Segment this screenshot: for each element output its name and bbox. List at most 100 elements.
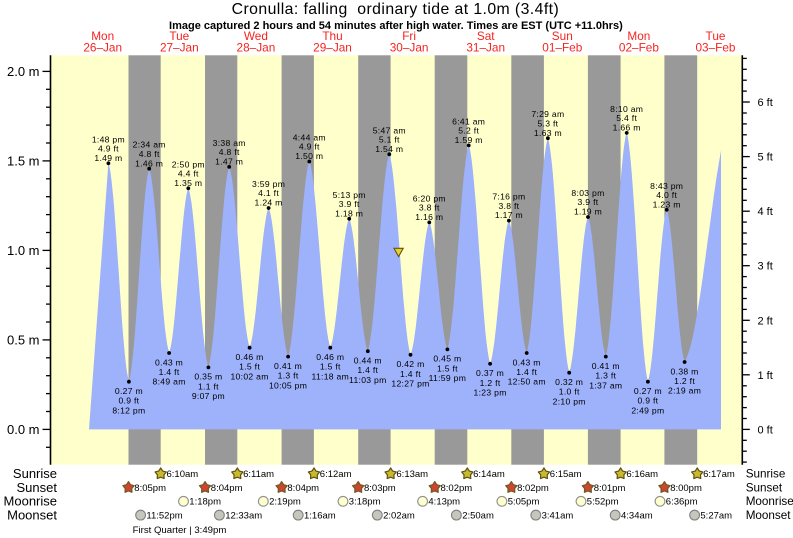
svg-text:6:11am: 6:11am bbox=[243, 469, 274, 480]
svg-text:0.37 m: 0.37 m bbox=[476, 368, 504, 378]
svg-text:1.0 m: 1.0 m bbox=[7, 243, 40, 258]
svg-text:8:01pm: 8:01pm bbox=[594, 483, 626, 494]
svg-text:8:10 am: 8:10 am bbox=[610, 104, 643, 114]
svg-text:12:27 pm: 12:27 pm bbox=[391, 379, 429, 389]
svg-text:6:15am: 6:15am bbox=[550, 469, 582, 480]
svg-text:Wed: Wed bbox=[244, 29, 268, 43]
svg-text:5.3 ft: 5.3 ft bbox=[537, 118, 558, 128]
svg-text:4.0 ft: 4.0 ft bbox=[656, 190, 677, 200]
svg-text:Tue: Tue bbox=[706, 29, 726, 43]
svg-text:5.4 ft: 5.4 ft bbox=[616, 113, 637, 123]
svg-text:28–Jan: 28–Jan bbox=[237, 40, 276, 54]
svg-text:3:18pm: 3:18pm bbox=[349, 497, 381, 508]
svg-text:0.38 m: 0.38 m bbox=[671, 366, 699, 376]
svg-text:6:20 pm: 6:20 pm bbox=[413, 193, 446, 203]
svg-text:1:16am: 1:16am bbox=[304, 511, 336, 522]
svg-text:1.0 ft: 1.0 ft bbox=[559, 387, 580, 397]
svg-text:5 ft: 5 ft bbox=[758, 152, 773, 164]
svg-text:12:33am: 12:33am bbox=[225, 511, 262, 522]
svg-text:02–Feb: 02–Feb bbox=[619, 40, 659, 54]
svg-text:7:16 pm: 7:16 pm bbox=[492, 192, 525, 202]
svg-text:03–Feb: 03–Feb bbox=[695, 40, 735, 54]
svg-text:8:49 am: 8:49 am bbox=[153, 377, 186, 387]
svg-text:1.24 m: 1.24 m bbox=[255, 198, 283, 208]
svg-text:8:03 pm: 8:03 pm bbox=[571, 188, 604, 198]
svg-text:1.50 m: 1.50 m bbox=[295, 151, 323, 161]
svg-text:2:50 pm: 2:50 pm bbox=[172, 159, 205, 169]
svg-text:4.8 ft: 4.8 ft bbox=[219, 147, 240, 157]
svg-text:Fri: Fri bbox=[402, 29, 416, 43]
svg-text:4.9 ft: 4.9 ft bbox=[98, 144, 119, 154]
svg-text:10:05 pm: 10:05 pm bbox=[269, 380, 307, 390]
svg-text:1.16 m: 1.16 m bbox=[415, 212, 443, 222]
svg-text:2:10 pm: 2:10 pm bbox=[553, 396, 586, 406]
svg-text:0.9 ft: 0.9 ft bbox=[118, 396, 139, 406]
svg-text:1:18pm: 1:18pm bbox=[189, 497, 221, 508]
svg-text:6:13am: 6:13am bbox=[396, 469, 428, 480]
svg-text:5:47 am: 5:47 am bbox=[373, 125, 406, 135]
svg-text:6:14am: 6:14am bbox=[473, 469, 505, 480]
svg-text:5.1 ft: 5.1 ft bbox=[379, 135, 400, 145]
svg-text:4:34am: 4:34am bbox=[621, 511, 653, 522]
svg-text:0.5 m: 0.5 m bbox=[7, 333, 40, 348]
svg-text:9:07 pm: 9:07 pm bbox=[192, 391, 225, 401]
svg-text:11:03 pm: 11:03 pm bbox=[349, 375, 387, 385]
svg-text:6 ft: 6 ft bbox=[758, 97, 773, 109]
svg-text:1.4 ft: 1.4 ft bbox=[357, 365, 378, 375]
svg-text:10:02 am: 10:02 am bbox=[230, 371, 268, 381]
svg-text:0.45 m: 0.45 m bbox=[433, 354, 461, 364]
svg-text:11:18 am: 11:18 am bbox=[312, 371, 350, 381]
svg-text:1 ft: 1 ft bbox=[758, 370, 773, 382]
svg-text:1.1 ft: 1.1 ft bbox=[198, 381, 219, 391]
svg-text:8:03pm: 8:03pm bbox=[364, 483, 396, 494]
svg-text:3:41am: 3:41am bbox=[542, 511, 574, 522]
svg-text:1.5 ft: 1.5 ft bbox=[437, 363, 458, 373]
svg-text:Mon: Mon bbox=[91, 29, 114, 43]
svg-text:Sat: Sat bbox=[477, 29, 495, 43]
svg-text:8:04pm: 8:04pm bbox=[211, 483, 243, 494]
svg-text:2:50am: 2:50am bbox=[462, 511, 494, 522]
svg-text:3.9 ft: 3.9 ft bbox=[578, 197, 599, 207]
svg-text:8:05pm: 8:05pm bbox=[134, 483, 166, 494]
svg-text:2:19pm: 2:19pm bbox=[269, 497, 301, 508]
svg-text:6:16am: 6:16am bbox=[626, 469, 658, 480]
svg-text:3.8 ft: 3.8 ft bbox=[419, 203, 440, 213]
svg-text:11:52pm: 11:52pm bbox=[146, 511, 182, 522]
svg-text:3.9 ft: 3.9 ft bbox=[339, 199, 360, 209]
svg-text:Moonrise: Moonrise bbox=[746, 495, 793, 508]
svg-text:8:12 pm: 8:12 pm bbox=[112, 405, 145, 415]
svg-text:8:00pm: 8:00pm bbox=[670, 483, 702, 494]
svg-text:Sunrise: Sunrise bbox=[746, 468, 786, 481]
svg-text:2:34 am: 2:34 am bbox=[133, 140, 166, 150]
svg-text:1.66 m: 1.66 m bbox=[613, 123, 641, 133]
svg-text:Sunset: Sunset bbox=[17, 480, 58, 495]
svg-text:1.4 ft: 1.4 ft bbox=[159, 367, 180, 377]
svg-text:12:50 am: 12:50 am bbox=[508, 377, 546, 387]
svg-text:0.27 m: 0.27 m bbox=[115, 386, 143, 396]
svg-text:1.23 m: 1.23 m bbox=[653, 199, 681, 209]
svg-text:3:59 pm: 3:59 pm bbox=[252, 179, 285, 189]
svg-text:1:37 am: 1:37 am bbox=[589, 380, 622, 390]
svg-text:1.5 ft: 1.5 ft bbox=[320, 362, 341, 372]
svg-text:5:05pm: 5:05pm bbox=[508, 497, 540, 508]
svg-text:1.17 m: 1.17 m bbox=[495, 210, 523, 220]
svg-text:1.5 ft: 1.5 ft bbox=[239, 362, 260, 372]
svg-text:0.43 m: 0.43 m bbox=[155, 357, 183, 367]
svg-text:0.35 m: 0.35 m bbox=[194, 372, 222, 382]
svg-text:0.41 m: 0.41 m bbox=[274, 361, 302, 371]
svg-text:4.9 ft: 4.9 ft bbox=[299, 142, 320, 152]
svg-text:1.46 m: 1.46 m bbox=[135, 158, 163, 168]
svg-text:5:27am: 5:27am bbox=[700, 511, 732, 522]
svg-text:6:36pm: 6:36pm bbox=[666, 497, 698, 508]
svg-text:4:13pm: 4:13pm bbox=[428, 497, 460, 508]
svg-text:8:43 pm: 8:43 pm bbox=[650, 181, 683, 191]
svg-text:Cronulla: falling ordinary ti: Cronulla: falling ordinary tide at 1.0m … bbox=[232, 1, 559, 18]
svg-text:1:23 pm: 1:23 pm bbox=[474, 388, 507, 398]
svg-text:0 ft: 0 ft bbox=[758, 424, 773, 436]
svg-text:1.3 ft: 1.3 ft bbox=[595, 371, 616, 381]
svg-text:11:59 pm: 11:59 pm bbox=[429, 373, 467, 383]
svg-text:0.9 ft: 0.9 ft bbox=[637, 396, 658, 406]
svg-text:4.8 ft: 4.8 ft bbox=[139, 149, 160, 159]
svg-text:26–Jan: 26–Jan bbox=[83, 40, 122, 54]
svg-text:6:10am: 6:10am bbox=[167, 469, 199, 480]
